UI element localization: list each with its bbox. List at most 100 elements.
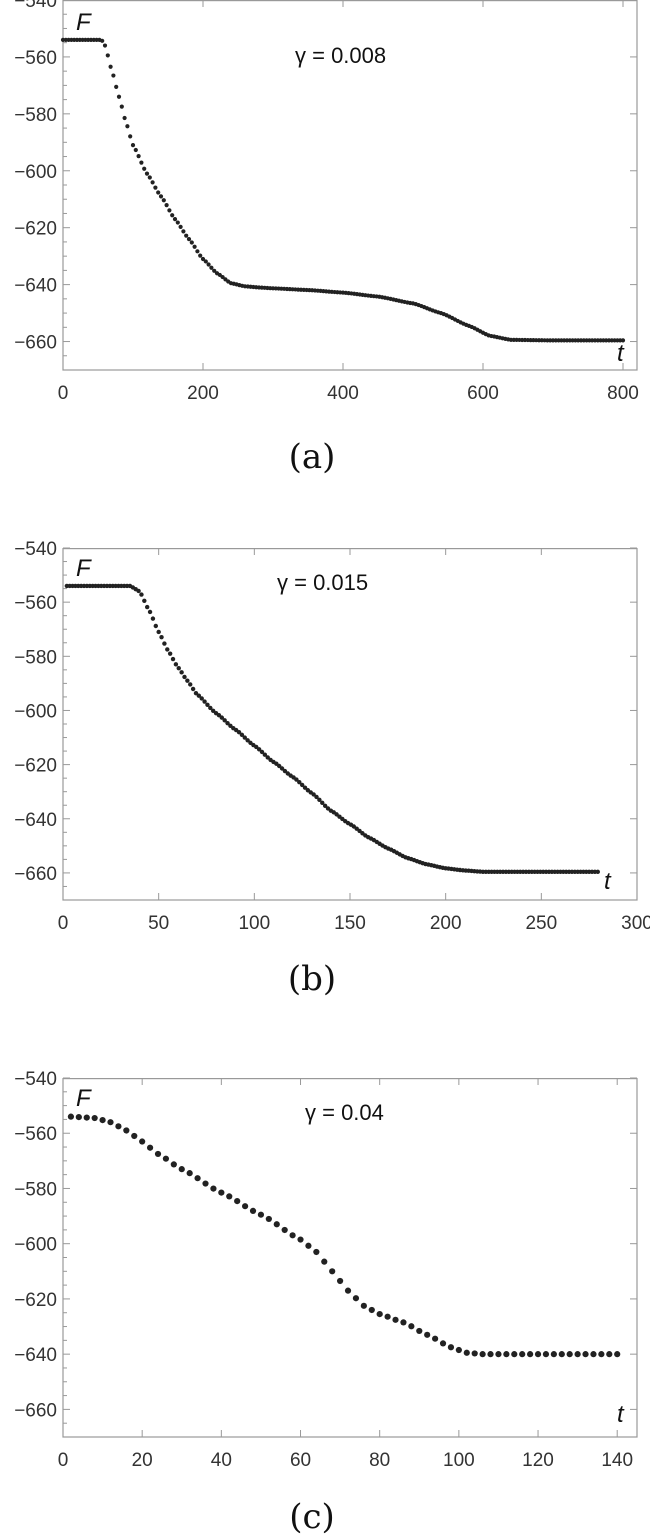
data-point bbox=[186, 236, 192, 242]
data-point bbox=[200, 256, 206, 262]
data-point bbox=[590, 1351, 597, 1358]
data-point bbox=[598, 1351, 605, 1358]
panel-a: −540 −560 −580 −600 −620 −640 −660 0 200 400 600 8… bbox=[14, 0, 639, 477]
plot-frame bbox=[62, 547, 638, 901]
y-tick-label: −640 bbox=[14, 276, 57, 297]
data-point bbox=[297, 779, 302, 785]
data-point bbox=[198, 253, 203, 258]
x-tick-label: 200 bbox=[430, 913, 462, 934]
data-point bbox=[574, 1351, 581, 1358]
data-point bbox=[344, 1287, 352, 1294]
data-point bbox=[262, 752, 268, 757]
data-point bbox=[620, 338, 626, 343]
data-point bbox=[164, 203, 169, 208]
data-point bbox=[299, 782, 305, 788]
y-tick-label: −640 bbox=[14, 810, 57, 831]
data-point bbox=[136, 588, 141, 594]
data-point bbox=[75, 1113, 82, 1121]
data-point bbox=[185, 678, 190, 683]
y-tick-label: −600 bbox=[14, 162, 57, 183]
data-point bbox=[158, 194, 164, 199]
data-point bbox=[99, 1117, 106, 1124]
data-point bbox=[210, 1185, 217, 1192]
data-point bbox=[203, 259, 208, 264]
y-tick-label: −600 bbox=[14, 1235, 57, 1256]
y-tick-label: −580 bbox=[14, 647, 57, 668]
data-point bbox=[178, 1166, 185, 1173]
data-point bbox=[91, 1114, 98, 1122]
data-point bbox=[384, 1313, 391, 1320]
data-point bbox=[558, 1351, 565, 1358]
y-tick-label: −560 bbox=[14, 1124, 57, 1145]
data-point bbox=[170, 213, 175, 218]
x-tick-label: 100 bbox=[238, 913, 270, 934]
y-tick-label: −640 bbox=[14, 1345, 57, 1366]
y-tick-label: −660 bbox=[14, 864, 57, 885]
data-point bbox=[195, 249, 200, 254]
x-tick-labels: 0 200 400 600 800 bbox=[58, 383, 639, 404]
data-point bbox=[259, 749, 265, 755]
data-point bbox=[242, 1203, 249, 1210]
data-point bbox=[313, 1248, 320, 1256]
x-tick-label: 0 bbox=[58, 913, 69, 934]
x-tick-label: 60 bbox=[290, 1450, 311, 1471]
data-point bbox=[108, 64, 113, 69]
data-point bbox=[172, 217, 178, 222]
y-axis-label: F bbox=[76, 1085, 92, 1112]
data-point bbox=[408, 1323, 415, 1330]
data-point bbox=[400, 1319, 407, 1326]
data-point bbox=[83, 1114, 90, 1121]
data-point bbox=[170, 1161, 177, 1168]
panel-caption: (a) bbox=[289, 437, 336, 477]
data-point bbox=[234, 1198, 241, 1205]
data-point bbox=[289, 1232, 296, 1239]
data-point bbox=[495, 1351, 502, 1358]
data-point bbox=[130, 143, 136, 148]
panel-caption: (c) bbox=[289, 1497, 335, 1537]
data-points bbox=[64, 583, 600, 875]
data-point bbox=[282, 768, 288, 774]
data-point bbox=[550, 1351, 557, 1358]
y-tick-label: −620 bbox=[14, 1290, 57, 1311]
data-point bbox=[463, 1349, 470, 1356]
data-point bbox=[184, 233, 189, 238]
y-tick-label: −580 bbox=[14, 105, 57, 126]
data-point bbox=[392, 1316, 399, 1323]
x-tick-label: 200 bbox=[187, 383, 219, 404]
data-point bbox=[105, 53, 110, 58]
data-point bbox=[188, 682, 193, 687]
data-point bbox=[150, 616, 156, 621]
data-point bbox=[322, 803, 328, 809]
data-point bbox=[173, 662, 179, 667]
data-point bbox=[439, 1340, 447, 1347]
y-tick-label: −540 bbox=[14, 0, 57, 12]
panel-caption: (b) bbox=[288, 959, 336, 999]
y-tick-label: −580 bbox=[14, 1179, 57, 1200]
x-tick-label: 50 bbox=[148, 913, 169, 934]
data-point bbox=[144, 604, 150, 610]
data-point bbox=[519, 1351, 526, 1358]
data-point bbox=[165, 647, 170, 652]
data-point bbox=[139, 1138, 146, 1145]
data-point bbox=[277, 763, 282, 769]
data-point bbox=[100, 38, 105, 43]
data-point bbox=[242, 735, 247, 740]
gamma-annotation: γ = 0.015 bbox=[277, 570, 368, 595]
data-point bbox=[154, 1150, 162, 1158]
gamma-annotation: γ = 0.04 bbox=[305, 1100, 384, 1125]
data-point bbox=[209, 265, 214, 270]
data-point bbox=[114, 84, 119, 89]
data-point bbox=[119, 104, 124, 109]
data-point bbox=[162, 641, 167, 646]
data-point bbox=[455, 1346, 462, 1354]
data-point bbox=[146, 1144, 154, 1151]
data-point bbox=[153, 185, 158, 190]
data-point bbox=[249, 1207, 257, 1215]
data-point bbox=[279, 766, 285, 771]
x-tick-label: 140 bbox=[601, 1450, 633, 1471]
plot-frame bbox=[62, 1077, 638, 1438]
data-point bbox=[150, 180, 155, 185]
data-point bbox=[320, 800, 325, 806]
data-point bbox=[256, 747, 262, 752]
data-point bbox=[245, 738, 250, 743]
